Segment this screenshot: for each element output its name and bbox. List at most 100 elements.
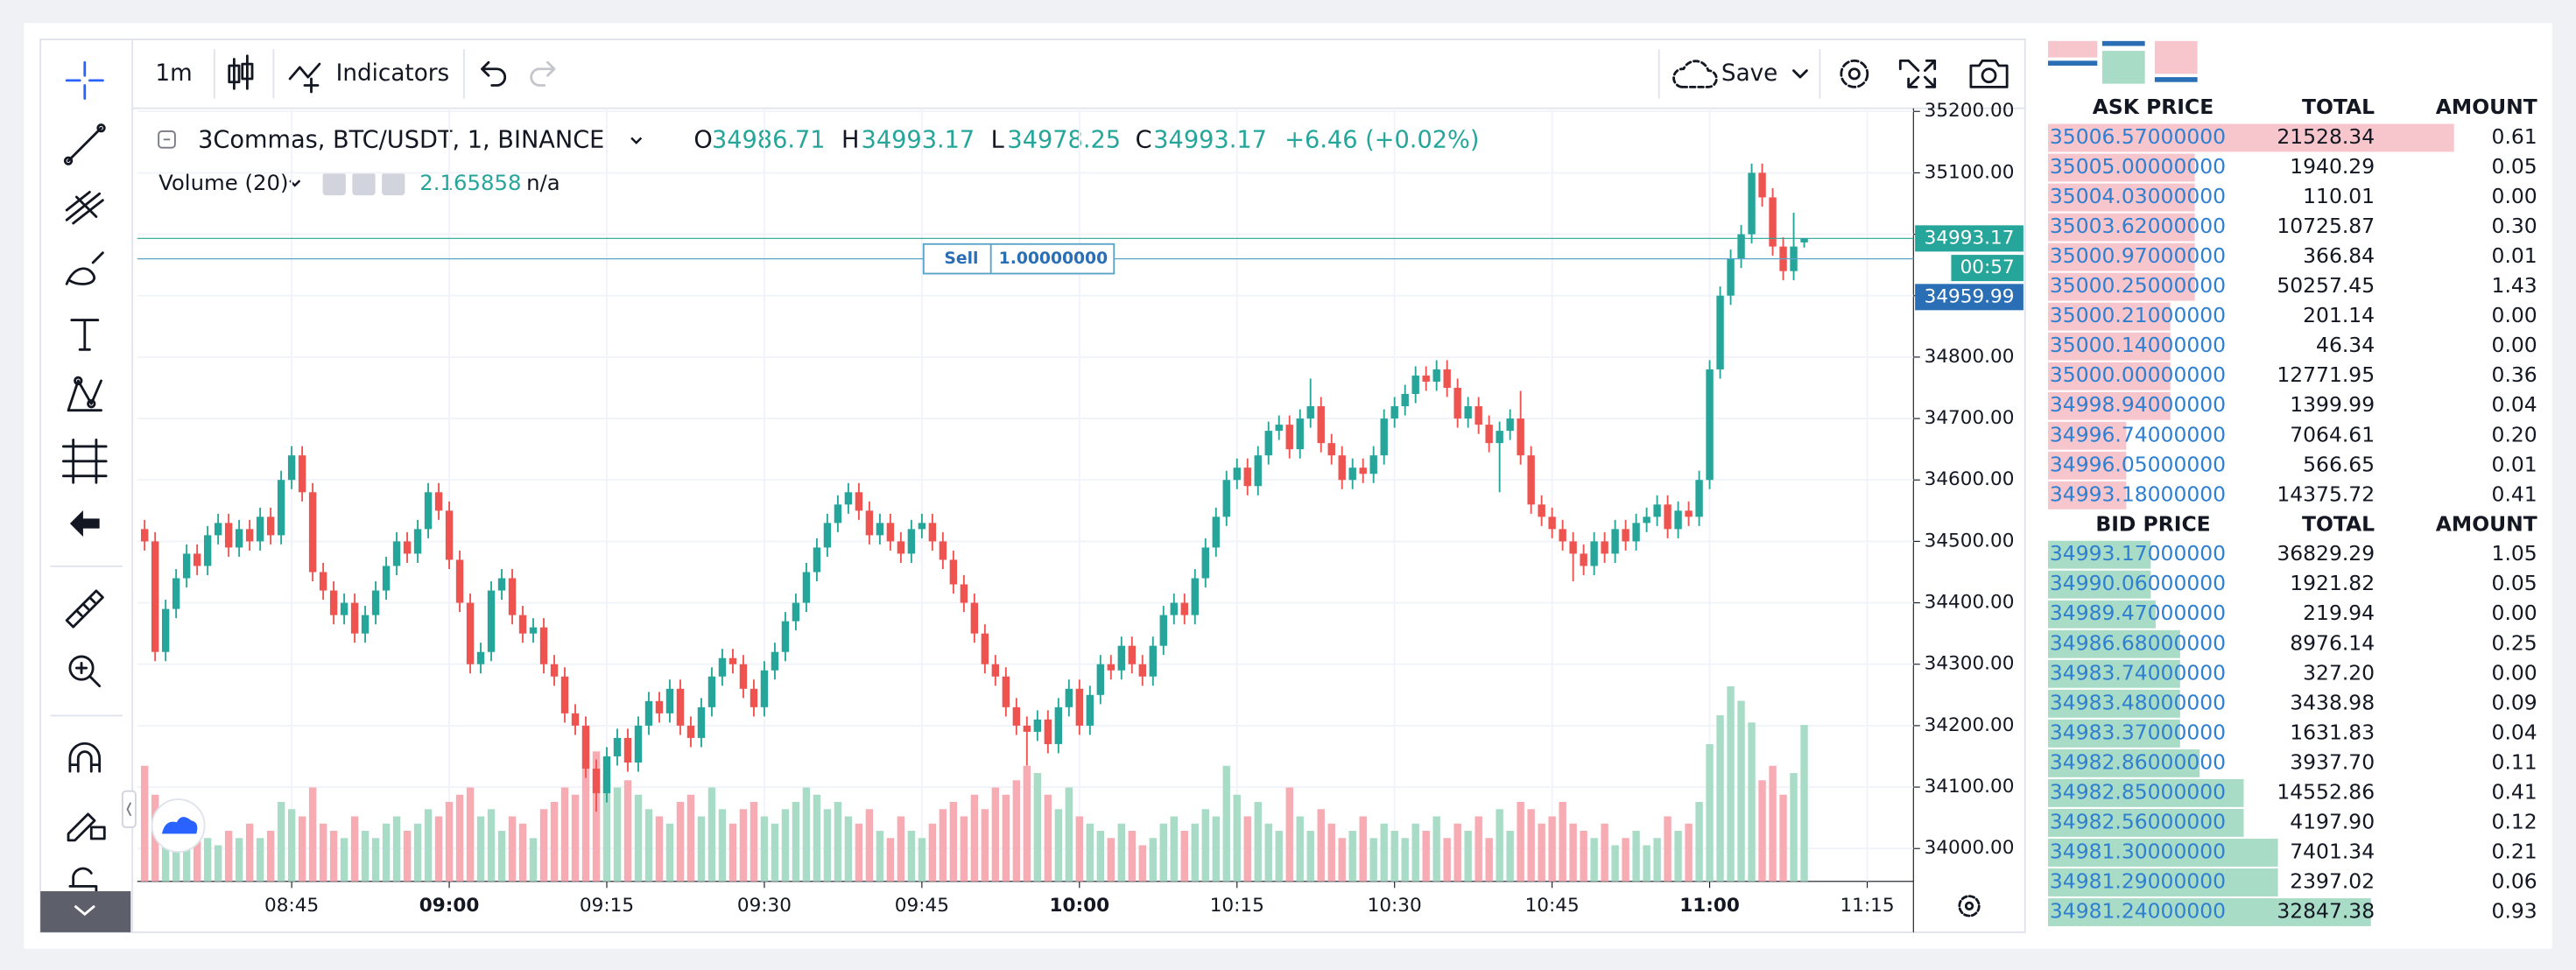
fullscreen-button[interactable] bbox=[1898, 59, 1937, 88]
snapshot-button[interactable] bbox=[1969, 59, 2009, 88]
volume-bar bbox=[581, 729, 590, 882]
undo-button[interactable] bbox=[481, 60, 507, 87]
candle-body bbox=[1243, 467, 1251, 487]
volume-bar bbox=[277, 802, 285, 882]
symbol-title[interactable]: 3Commas, BTC/USDT, 1, BINANCE bbox=[198, 127, 604, 154]
layout-icon[interactable] bbox=[2101, 40, 2145, 46]
volume-bar bbox=[308, 787, 317, 882]
y-tick-label: 34700.00 bbox=[1925, 407, 2015, 429]
candle-body bbox=[140, 529, 149, 542]
redo-button[interactable] bbox=[530, 60, 556, 87]
layout-icon[interactable] bbox=[2101, 51, 2145, 84]
candle-body bbox=[298, 455, 306, 493]
total-cell: 566.65 bbox=[2303, 452, 2375, 476]
hide-indicator[interactable] bbox=[322, 172, 346, 196]
x-tick-label: 09:45 bbox=[895, 895, 949, 917]
depth-bar bbox=[2048, 868, 2278, 896]
total-cell: 7064.61 bbox=[2290, 422, 2375, 446]
zoom-tool[interactable] bbox=[68, 655, 102, 688]
measure-tool[interactable] bbox=[65, 589, 104, 629]
volume-bar bbox=[1096, 831, 1105, 882]
layout-icon[interactable] bbox=[2048, 60, 2098, 66]
settings-button[interactable] bbox=[1840, 59, 1869, 88]
depth-bar bbox=[2048, 808, 2244, 837]
price-cell: 34989.47000000 bbox=[2050, 601, 2226, 625]
total-cell: 3937.70 bbox=[2290, 749, 2375, 774]
candle-body bbox=[287, 455, 296, 481]
volume-bar bbox=[193, 816, 201, 882]
text-tool[interactable] bbox=[70, 319, 100, 351]
volume-bar bbox=[487, 809, 496, 882]
candle-body bbox=[1012, 706, 1021, 726]
x-tick-label: 10:00 bbox=[1050, 895, 1110, 917]
magnet-tool[interactable] bbox=[68, 742, 102, 773]
volume-bar bbox=[855, 823, 863, 882]
layout-icon[interactable] bbox=[2154, 77, 2198, 82]
fib-tool[interactable] bbox=[65, 190, 104, 225]
volume-bar bbox=[497, 831, 506, 882]
volume-bar bbox=[1695, 802, 1703, 882]
layout-icon[interactable] bbox=[2154, 40, 2198, 74]
volume-bar bbox=[539, 809, 548, 882]
indicator-settings[interactable] bbox=[352, 172, 376, 196]
price-cell: 35000.97000000 bbox=[2050, 243, 2226, 268]
volume-bar bbox=[897, 816, 905, 882]
volume-bar bbox=[1191, 823, 1199, 882]
volume-bar bbox=[1107, 838, 1115, 882]
volume-bar bbox=[1559, 802, 1566, 882]
candle-body bbox=[1107, 664, 1115, 671]
chart-style-button[interactable] bbox=[228, 54, 254, 90]
crosshair-tool[interactable] bbox=[65, 60, 104, 100]
price-cell: 34981.24000000 bbox=[2050, 899, 2226, 924]
candle-body bbox=[1611, 529, 1619, 554]
gear[interactable] bbox=[1958, 895, 1981, 917]
volume-bar bbox=[1149, 838, 1157, 882]
candle-body bbox=[1117, 645, 1125, 671]
candle-body bbox=[886, 523, 895, 542]
depth-bar bbox=[2048, 570, 2151, 599]
x-tick-label: 10:45 bbox=[1525, 895, 1580, 917]
layout-icon[interactable] bbox=[2048, 40, 2098, 58]
collapse-button[interactable] bbox=[40, 891, 131, 932]
save-menu[interactable] bbox=[1792, 69, 1808, 79]
lock-draw-tool[interactable] bbox=[67, 812, 106, 842]
candle-body bbox=[571, 713, 580, 726]
back-tool[interactable] bbox=[69, 510, 100, 538]
candle-body bbox=[1317, 406, 1325, 444]
volume-bar bbox=[445, 802, 454, 882]
volume-bar bbox=[981, 809, 989, 882]
candle-body bbox=[1548, 517, 1556, 530]
prediction-tool[interactable] bbox=[62, 439, 108, 484]
candle-body bbox=[392, 541, 401, 566]
volume-bar bbox=[1475, 816, 1482, 882]
volume-bar bbox=[771, 823, 779, 882]
symbol-menu[interactable] bbox=[630, 137, 643, 144]
amount-cell: 1.43 bbox=[2492, 273, 2537, 298]
trendline-tool[interactable] bbox=[63, 123, 106, 165]
candle-body bbox=[1075, 688, 1084, 726]
candle-body bbox=[1296, 418, 1304, 450]
candle-body bbox=[644, 700, 653, 726]
hide-toolbar[interactable] bbox=[121, 790, 137, 828]
interval-button[interactable]: 1m bbox=[155, 60, 192, 87]
collapse-legend[interactable] bbox=[158, 130, 176, 149]
remove-indicator[interactable] bbox=[382, 172, 405, 196]
volume-title[interactable]: Volume (20) bbox=[158, 170, 288, 195]
candle-body bbox=[1653, 504, 1661, 517]
brush-tool[interactable] bbox=[65, 251, 104, 285]
volume-bar bbox=[508, 816, 517, 882]
save-button[interactable]: Save bbox=[1721, 60, 1777, 87]
candle-body bbox=[256, 517, 264, 542]
candle-body bbox=[1601, 541, 1608, 554]
candle-body bbox=[424, 492, 433, 530]
candle-body bbox=[613, 737, 622, 756]
x-tick-label: 11:15 bbox=[1840, 895, 1894, 917]
pattern-tool[interactable] bbox=[67, 376, 102, 412]
ohlc-letter: O bbox=[693, 127, 712, 154]
volume-bar bbox=[1369, 838, 1377, 882]
price-cell: 34983.37000000 bbox=[2050, 720, 2226, 744]
y-tick-label: 34300.00 bbox=[1925, 653, 2015, 675]
candle-body bbox=[781, 621, 790, 652]
indicators-button[interactable]: Indicators bbox=[336, 60, 450, 87]
